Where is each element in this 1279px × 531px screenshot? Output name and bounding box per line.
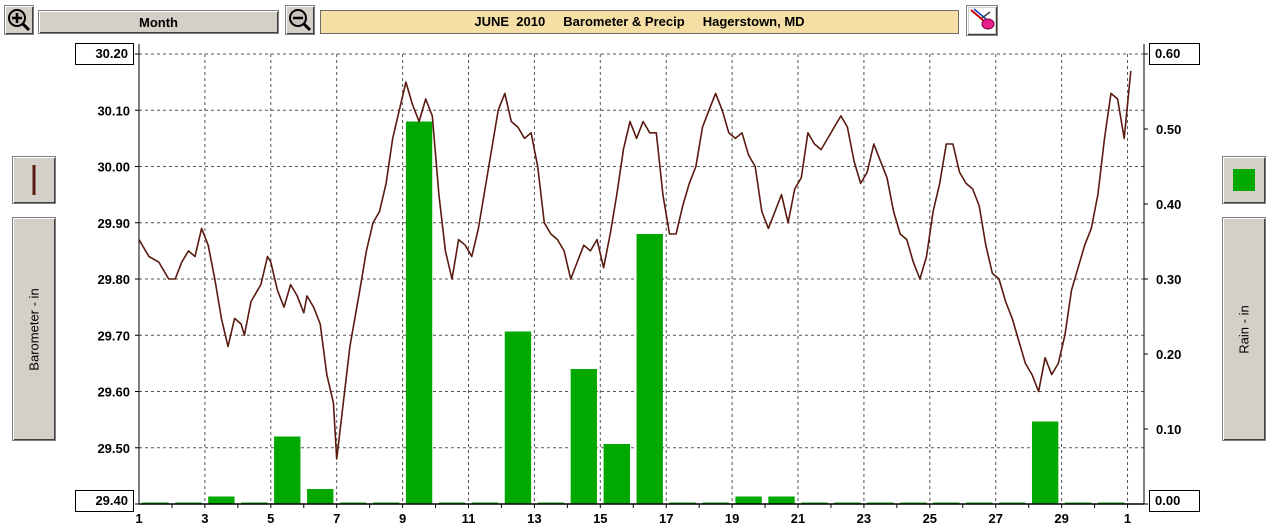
line-swatch-icon — [32, 165, 36, 195]
x-tick-label: 25 — [923, 511, 937, 526]
rain-bar — [504, 331, 532, 504]
barometer-line-layer — [138, 70, 1132, 460]
left-tick-label: 29.60 — [97, 385, 130, 400]
rain-bar — [735, 496, 762, 504]
left-tick-label: 29.90 — [97, 216, 130, 231]
x-tick-label: 1 — [135, 511, 142, 526]
rain-bar — [999, 502, 1026, 504]
rain-bar — [702, 502, 729, 504]
rain-bar — [867, 502, 894, 504]
right-axis-min-box[interactable]: 0.00 — [1149, 490, 1200, 512]
x-tick-label: 19 — [725, 511, 739, 526]
barometer-axis-label: Barometer - in — [26, 287, 42, 371]
rain-bar — [372, 502, 400, 504]
right-axis-max-box[interactable]: 0.60 — [1149, 43, 1200, 65]
rain-axis-label: Rain - in — [1236, 304, 1252, 354]
rain-bar — [307, 489, 334, 504]
rain-bar — [570, 369, 598, 504]
rain-bar — [537, 502, 565, 504]
rain-bar — [208, 496, 235, 504]
bar-legend-button[interactable] — [1222, 156, 1266, 204]
left-tick-label: 29.70 — [97, 328, 130, 343]
right-tick-label: 0.10 — [1156, 422, 1181, 437]
rain-bar — [603, 444, 630, 504]
rain-bar — [1097, 502, 1125, 504]
rain-bar — [142, 502, 169, 504]
barometer-line — [138, 70, 1132, 460]
left-axis-max-box[interactable]: 30.20 — [75, 43, 134, 65]
x-tick-label: 1 — [1124, 511, 1131, 526]
paint-button[interactable] — [966, 5, 998, 36]
barometer-axis-button[interactable]: Barometer - in — [12, 217, 56, 441]
rain-bar — [900, 502, 927, 504]
rain-bar — [1064, 502, 1092, 504]
left-tick-label: 30.10 — [97, 103, 130, 118]
right-tick-label: 0.30 — [1156, 272, 1181, 287]
chart-axes — [135, 44, 1148, 508]
zoom-out-icon — [289, 9, 312, 32]
rain-bar — [274, 436, 301, 504]
rain-bar — [340, 502, 367, 504]
rain-bar — [834, 502, 861, 504]
left-tick-label: 30.00 — [97, 160, 130, 175]
x-tick-label: 29 — [1054, 511, 1068, 526]
rain-bars — [142, 121, 1125, 504]
right-tick-label: 0.20 — [1156, 347, 1181, 362]
rain-bar — [405, 121, 433, 504]
zoom-in-button[interactable] — [4, 5, 34, 35]
rain-bar — [966, 502, 993, 504]
x-tick-label: 9 — [399, 511, 406, 526]
left-axis-min-box[interactable]: 29.40 — [75, 490, 134, 512]
rain-bar — [933, 502, 960, 504]
x-tick-label: 11 — [462, 511, 476, 526]
line-legend-button[interactable] — [12, 156, 56, 204]
rain-bar — [175, 502, 202, 504]
rain-bar — [1031, 421, 1059, 504]
rain-bar — [768, 496, 795, 504]
x-tick-label: 3 — [201, 511, 208, 526]
rain-bar — [438, 502, 466, 504]
paint-icon — [969, 8, 995, 33]
rain-bar — [636, 234, 663, 504]
chart-labels: 30.1030.0029.9029.8029.7029.6029.500.500… — [97, 103, 1181, 526]
zoom-in-icon — [8, 9, 31, 32]
bar-swatch-icon — [1233, 169, 1255, 191]
rain-bar — [471, 502, 499, 504]
left-tick-label: 29.50 — [97, 441, 130, 456]
x-tick-label: 21 — [791, 511, 805, 526]
rain-bar — [801, 502, 828, 504]
period-select-button[interactable]: Month — [38, 10, 279, 34]
x-tick-label: 27 — [988, 511, 1002, 526]
x-tick-label: 15 — [593, 511, 607, 526]
x-tick-label: 23 — [857, 511, 871, 526]
x-tick-label: 5 — [267, 511, 274, 526]
x-tick-label: 13 — [527, 511, 541, 526]
rain-axis-button[interactable]: Rain - in — [1222, 217, 1266, 441]
x-tick-label: 7 — [333, 511, 340, 526]
chart-grid — [139, 53, 1144, 505]
left-tick-label: 29.80 — [97, 272, 130, 287]
x-tick-label: 17 — [659, 511, 673, 526]
right-tick-label: 0.50 — [1156, 122, 1181, 137]
rain-bar — [241, 502, 268, 504]
rain-bar — [669, 502, 696, 504]
zoom-out-button[interactable] — [285, 5, 315, 35]
right-tick-label: 0.40 — [1156, 197, 1181, 212]
chart-title: JUNE 2010 Barometer & Precip Hagerstown,… — [320, 10, 959, 34]
